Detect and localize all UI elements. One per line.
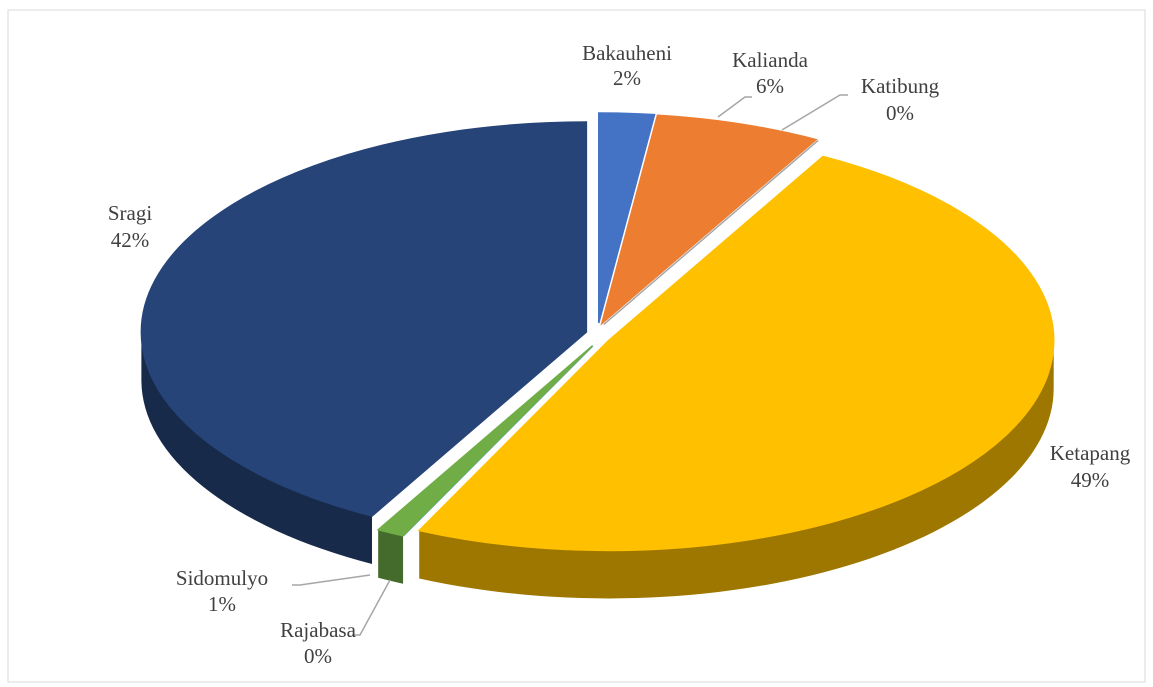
category-label: Kalianda xyxy=(732,48,808,72)
slice xyxy=(598,112,656,324)
leader-line xyxy=(352,579,391,636)
slice-side xyxy=(141,332,372,565)
category-label: Bakauheni xyxy=(582,41,672,65)
leader-line xyxy=(781,94,848,131)
category-label: Sragi xyxy=(108,201,152,225)
slice xyxy=(603,139,819,326)
value-label: 0% xyxy=(304,644,332,668)
category-label: Sidomulyo xyxy=(176,566,268,590)
leader-line xyxy=(292,574,371,586)
category-label: Rajabasa xyxy=(280,618,356,642)
category-label: Ketapang xyxy=(1050,441,1131,465)
leader-line xyxy=(717,96,752,118)
value-label: 49% xyxy=(1071,468,1110,492)
value-label: 1% xyxy=(208,592,236,616)
value-label: 6% xyxy=(756,74,784,98)
category-label: Katibung xyxy=(861,74,940,98)
value-label: 2% xyxy=(613,66,641,90)
slice xyxy=(376,345,594,537)
pie-tops xyxy=(140,112,1055,552)
slice-side xyxy=(378,529,404,584)
value-label: 0% xyxy=(886,101,914,125)
slice xyxy=(600,114,818,326)
slice xyxy=(417,155,1055,552)
slice xyxy=(140,121,588,517)
slice-side xyxy=(419,340,1054,599)
pie-sides xyxy=(141,332,1054,599)
value-label: 42% xyxy=(111,228,150,252)
